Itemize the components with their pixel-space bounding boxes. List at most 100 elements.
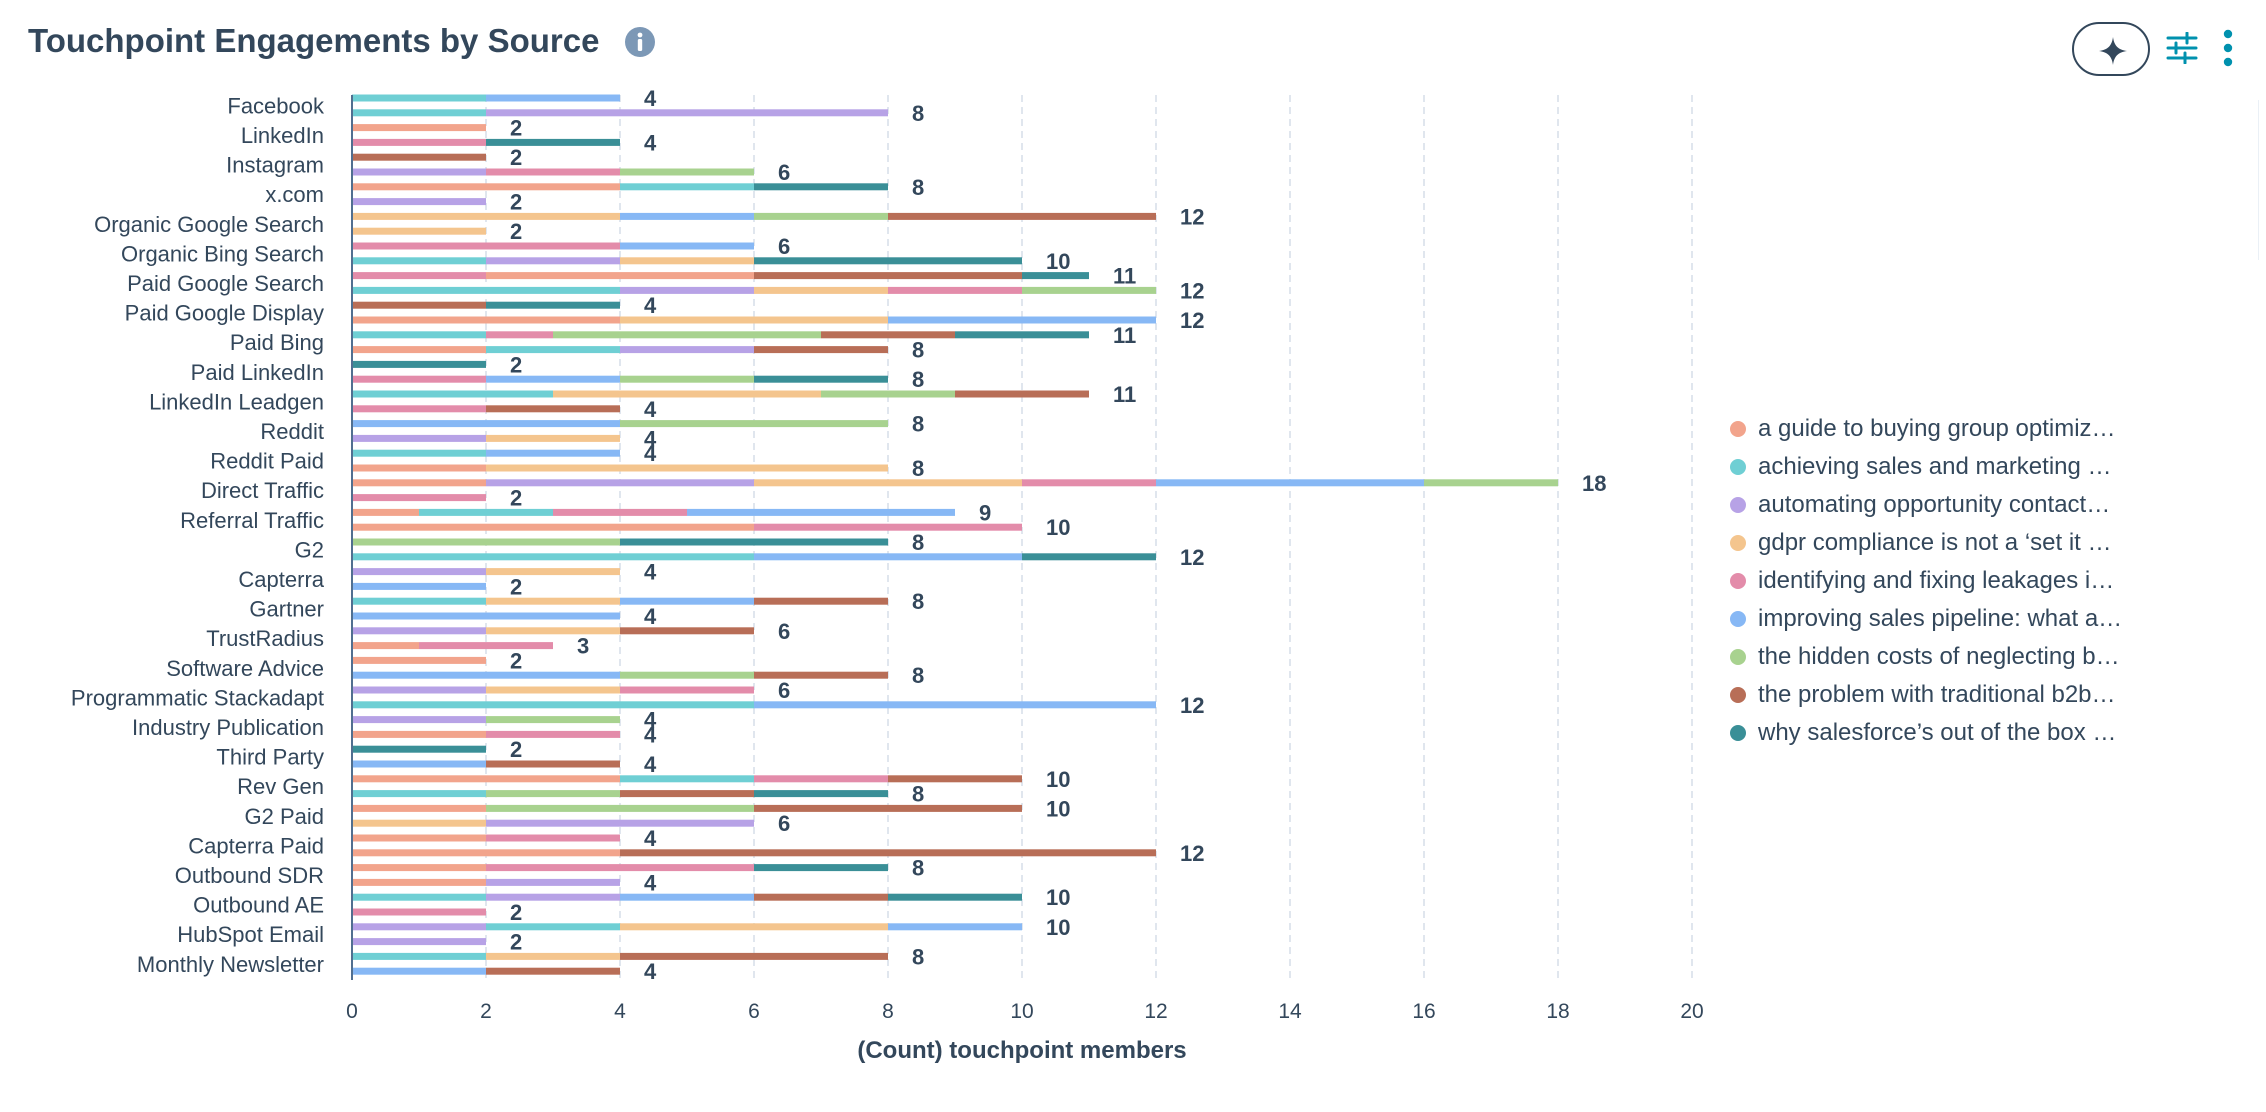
bar-group[interactable] xyxy=(352,804,1022,812)
bar-group[interactable] xyxy=(352,198,486,206)
legend-item[interactable]: a guide to buying group optimiz… xyxy=(1730,410,2170,448)
bar-group[interactable] xyxy=(352,642,553,650)
bar-group[interactable] xyxy=(352,168,754,176)
bar-segment xyxy=(352,331,486,339)
bar-group[interactable] xyxy=(352,908,486,916)
bar-segment xyxy=(486,94,620,102)
bar-group[interactable] xyxy=(352,967,620,975)
bar-group[interactable] xyxy=(352,864,888,872)
legend-item[interactable]: automating opportunity contact… xyxy=(1730,486,2170,524)
data-label: 4 xyxy=(644,90,657,111)
sliders-icon[interactable] xyxy=(2166,32,2198,64)
bar-group[interactable] xyxy=(352,301,620,309)
bar-group[interactable] xyxy=(352,183,888,191)
bar-group[interactable] xyxy=(352,346,888,354)
bar-group[interactable] xyxy=(352,227,486,235)
bar-group[interactable] xyxy=(352,508,955,516)
bar-group[interactable] xyxy=(352,405,620,413)
legend-item[interactable]: gdpr compliance is not a ‘set it … xyxy=(1730,524,2170,562)
chart-header: Touchpoint Engagements by Source xyxy=(0,0,2266,90)
bar-group[interactable] xyxy=(352,538,888,546)
legend-item[interactable]: improving sales pipeline: what a… xyxy=(1730,600,2170,638)
bar-group[interactable] xyxy=(352,257,1022,265)
bar-group[interactable] xyxy=(352,153,486,161)
chart-legend: a guide to buying group optimiz… achievin… xyxy=(1730,410,2170,752)
ai-assistant-button[interactable] xyxy=(2072,22,2150,76)
bar-group[interactable] xyxy=(352,420,888,428)
bar-group[interactable] xyxy=(352,434,620,442)
bar-group[interactable] xyxy=(352,138,620,146)
bar-group[interactable] xyxy=(352,316,1156,324)
bar-group[interactable] xyxy=(352,597,888,605)
legend-item[interactable]: achieving sales and marketing … xyxy=(1730,448,2170,486)
bar-group[interactable] xyxy=(352,686,754,694)
bar-group[interactable] xyxy=(352,124,486,132)
bar-group[interactable] xyxy=(352,849,1156,857)
bar-segment xyxy=(754,286,888,294)
bar-group[interactable] xyxy=(352,360,486,368)
bar-group[interactable] xyxy=(352,834,620,842)
bar-group[interactable] xyxy=(352,671,888,679)
bar-segment xyxy=(1424,479,1558,487)
bar-group[interactable] xyxy=(352,568,620,576)
bar-group[interactable] xyxy=(352,775,1022,783)
bar-group[interactable] xyxy=(352,390,1089,398)
bar-group[interactable] xyxy=(352,701,1156,709)
bar-group[interactable] xyxy=(352,893,1022,901)
bar-group[interactable] xyxy=(352,760,620,768)
bar-group[interactable] xyxy=(352,523,1022,531)
bar-segment xyxy=(352,449,486,457)
bar-group[interactable] xyxy=(352,819,754,827)
legend-item[interactable]: the problem with traditional b2b… xyxy=(1730,676,2170,714)
bar-segment xyxy=(754,775,888,783)
legend-label: improving sales pipeline: what a… xyxy=(1758,605,2123,632)
bar-group[interactable] xyxy=(352,952,888,960)
category-label: Monthly Newsletter xyxy=(137,952,324,977)
bar-segment xyxy=(352,434,486,442)
bar-group[interactable] xyxy=(352,730,620,738)
category-label: LinkedIn Leadgen xyxy=(149,389,324,414)
bar-group[interactable] xyxy=(352,612,620,620)
bar-segment xyxy=(352,198,486,206)
bar-segment xyxy=(486,790,620,798)
bar-group[interactable] xyxy=(352,790,888,798)
bar-segment xyxy=(754,523,1022,531)
bar-group[interactable] xyxy=(352,582,486,590)
bar-group[interactable] xyxy=(352,745,486,753)
bar-group[interactable] xyxy=(352,464,888,472)
bar-segment xyxy=(486,878,620,886)
bar-group[interactable] xyxy=(352,331,1089,339)
info-icon[interactable] xyxy=(624,26,656,58)
bar-group[interactable] xyxy=(352,212,1156,220)
bar-group[interactable] xyxy=(352,286,1156,294)
data-label: 2 xyxy=(510,737,522,762)
bar-segment xyxy=(486,923,620,931)
legend-item[interactable]: the hidden costs of neglecting b… xyxy=(1730,638,2170,676)
more-vertical-icon[interactable] xyxy=(2222,28,2234,68)
bar-group[interactable] xyxy=(352,923,1022,931)
bar-group[interactable] xyxy=(352,272,1089,280)
bar-group[interactable] xyxy=(352,878,620,886)
bar-segment xyxy=(352,864,486,872)
category-label: Referral Traffic xyxy=(180,508,324,533)
bar-group[interactable] xyxy=(352,656,486,664)
bar-group[interactable] xyxy=(352,494,486,502)
bar-segment xyxy=(352,716,486,724)
bar-segment xyxy=(352,878,486,886)
bar-group[interactable] xyxy=(352,109,888,117)
bar-group[interactable] xyxy=(352,479,1558,487)
bar-group[interactable] xyxy=(352,242,754,250)
legend-item[interactable]: why salesforce’s out of the box … xyxy=(1730,714,2170,752)
bar-group[interactable] xyxy=(352,375,888,383)
bar-group[interactable] xyxy=(352,627,754,635)
legend-swatch xyxy=(1730,687,1746,703)
bar-segment xyxy=(352,568,486,576)
bar-group[interactable] xyxy=(352,938,486,946)
bar-segment xyxy=(352,301,486,309)
bar-segment xyxy=(352,834,486,842)
legend-item[interactable]: identifying and fixing leakages i… xyxy=(1730,562,2170,600)
bar-group[interactable] xyxy=(352,449,620,457)
bar-group[interactable] xyxy=(352,94,620,102)
bar-group[interactable] xyxy=(352,716,620,724)
bar-group[interactable] xyxy=(352,553,1156,561)
